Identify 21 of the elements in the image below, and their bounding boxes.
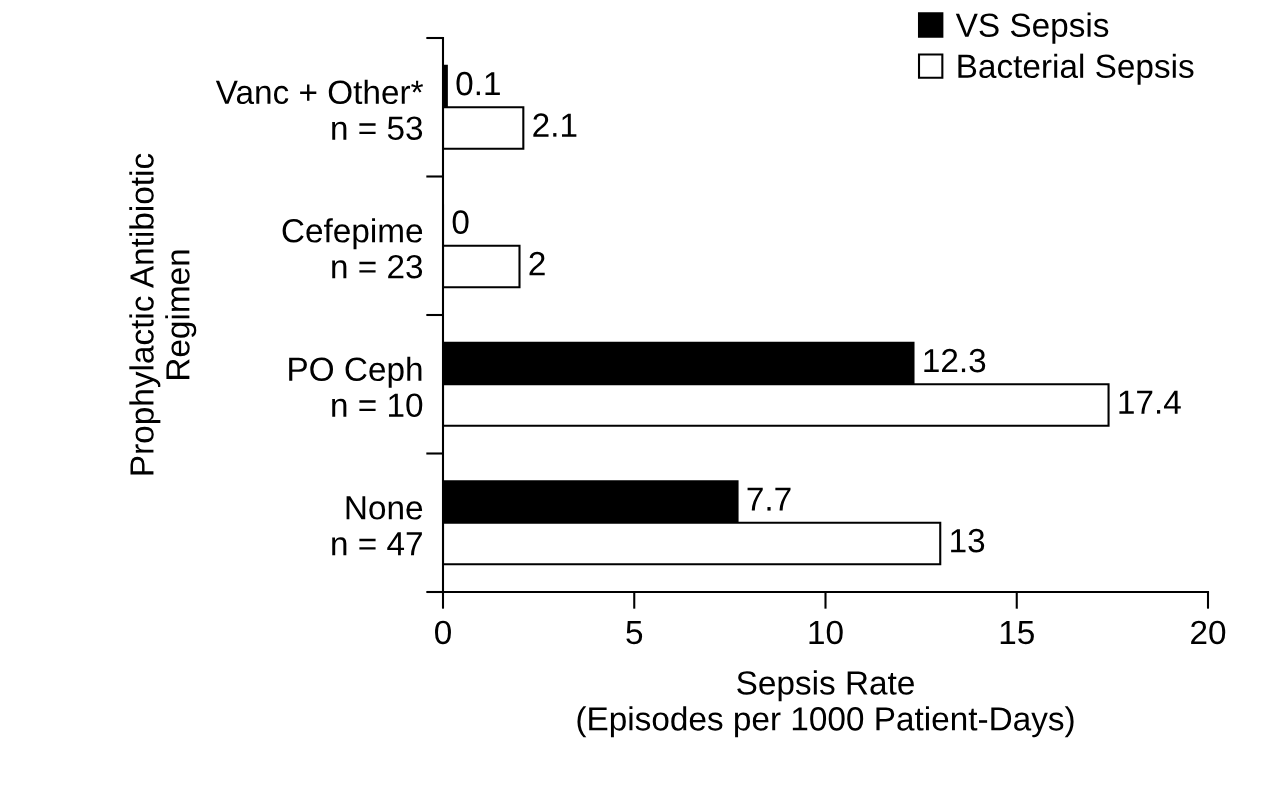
x-axis-title: Sepsis Rate (Episodes per 1000 Patient-Days)	[577, 670, 1074, 738]
data-label: 13	[951, 528, 985, 553]
x-tick-label: 5	[626, 621, 643, 645]
y-tick-label: Cefepime n = 23	[282, 218, 423, 279]
y-axis-title: Prophylactic Antibiotic Regimen	[129, 153, 197, 475]
legend-label: Bacterial Sepsis	[958, 53, 1194, 85]
data-label: 0.1	[456, 71, 500, 96]
data-label: 2	[529, 251, 545, 276]
y-tick-label: Vanc + Other* n = 53	[215, 79, 424, 141]
data-label: 0	[452, 210, 469, 234]
x-tick-label: 10	[809, 620, 843, 645]
data-label: 12.3	[924, 348, 986, 373]
data-label: 7.7	[747, 487, 791, 511]
data-label: 17.4	[1119, 390, 1181, 414]
x-tick-label: 20	[1191, 620, 1226, 645]
data-label: 2.1	[533, 113, 577, 137]
legend-label: VS Sepsis	[955, 12, 1109, 44]
x-tick-label: 0	[435, 620, 451, 645]
y-tick-label: PO Ceph n = 10	[289, 356, 423, 418]
x-tick-label: 15	[1000, 621, 1034, 645]
y-tick-label: None n = 47	[332, 496, 423, 556]
